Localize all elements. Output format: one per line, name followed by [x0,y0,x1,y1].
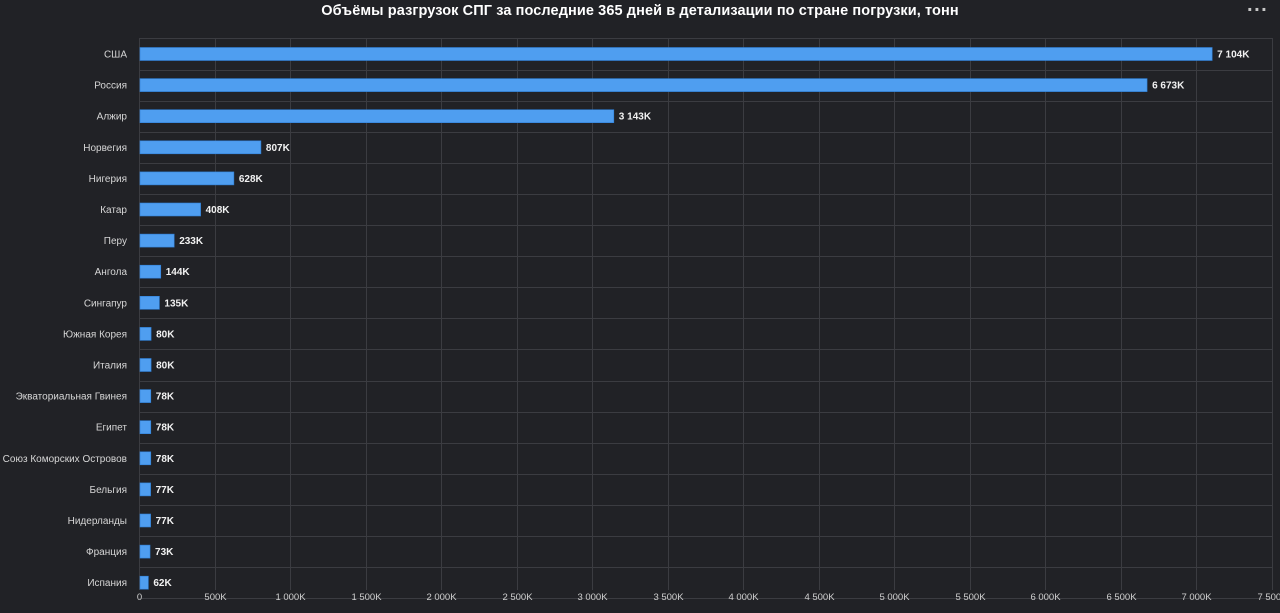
grid-lines [139,38,1273,599]
category-label: Катар [100,205,127,216]
ellipsis-icon[interactable]: ··· [1246,0,1268,19]
bar[interactable] [139,513,151,528]
category-label: Италия [93,361,127,372]
value-label: 6 673K [1152,81,1185,92]
bar[interactable] [139,482,151,497]
value-label: 135K [164,298,189,309]
category-label: Норвегия [83,143,127,154]
x-tick-label: 0 [137,592,142,603]
bar[interactable] [139,544,151,559]
bar[interactable] [139,202,201,217]
value-label: 408K [206,205,231,216]
value-label: 73K [155,547,174,558]
category-labels: США Россия Алжир Норвегия Нигерия Катар Перу Ан… [3,50,128,590]
bar[interactable] [139,451,152,466]
value-labels: 7 104K 6 673K 3 143K 807K 628K 408K 233K 144K 13… [153,50,1250,590]
bar[interactable] [139,420,152,435]
x-tick-label: 2 000K [426,592,457,603]
category-label: Экваториальная Гвинея [16,392,127,403]
x-axis-ticks: 0 500K 1 000K 1 500K 2 000K 2 500K 3 000K 3 500… [137,592,1280,603]
category-label: Алжир [97,112,128,123]
category-label: Египет [96,423,128,434]
x-tick-label: 4 000K [728,592,759,603]
bar[interactable] [139,575,149,590]
category-label: Франция [86,547,127,558]
value-label: 807K [266,143,291,154]
value-label: 3 143K [619,112,652,123]
x-tick-label: 7 500K [1257,592,1280,603]
x-tick-label: 4 500K [804,592,835,603]
value-label: 80K [156,329,175,340]
x-tick-label: 500K [204,592,227,603]
x-tick-label: 5 000K [879,592,910,603]
x-tick-label: 7 000K [1181,592,1212,603]
value-label: 7 104K [1217,50,1250,61]
bar[interactable] [139,358,152,372]
value-label: 77K [156,516,175,527]
bar[interactable] [139,78,1148,92]
bar[interactable] [139,327,152,341]
value-label: 77K [156,485,175,496]
category-label: Россия [94,81,127,92]
value-label: 78K [156,392,175,403]
x-tick-label: 1 000K [275,592,306,603]
value-label: 144K [166,267,191,278]
category-label: Нидерланды [68,516,127,527]
value-label: 78K [156,423,175,434]
bar[interactable] [139,47,1213,61]
value-label: 62K [153,578,172,589]
category-label: Перу [104,236,127,247]
category-label: Южная Корея [63,329,127,340]
x-tick-label: 6 500K [1106,592,1137,603]
category-label: Нигерия [89,174,127,185]
chart-title: Объёмы разгрузок СПГ за последние 365 дн… [321,3,959,19]
x-tick-label: 6 000K [1030,592,1061,603]
bar[interactable] [139,140,262,155]
value-label: 78K [156,454,175,465]
bar[interactable] [139,295,160,310]
x-tick-label: 3 000K [577,592,608,603]
category-label: Бельгия [90,485,128,496]
category-label: Испания [87,578,127,589]
x-tick-label: 3 500K [653,592,684,603]
category-label: Ангола [95,267,128,278]
x-tick-label: 2 500K [502,592,533,603]
value-label: 233K [179,236,204,247]
bar[interactable] [139,264,162,279]
value-label: 80K [156,361,175,372]
bar[interactable] [139,109,615,123]
category-label: Союз Коморских Островов [3,454,127,465]
category-label: Сингапур [84,298,128,309]
bar[interactable] [139,171,235,186]
x-tick-label: 1 500K [351,592,382,603]
bar[interactable] [139,389,152,403]
category-label: США [104,50,127,61]
bar[interactable] [139,233,175,248]
value-label: 628K [239,174,264,185]
x-tick-label: 5 500K [955,592,986,603]
bars [139,47,1213,590]
